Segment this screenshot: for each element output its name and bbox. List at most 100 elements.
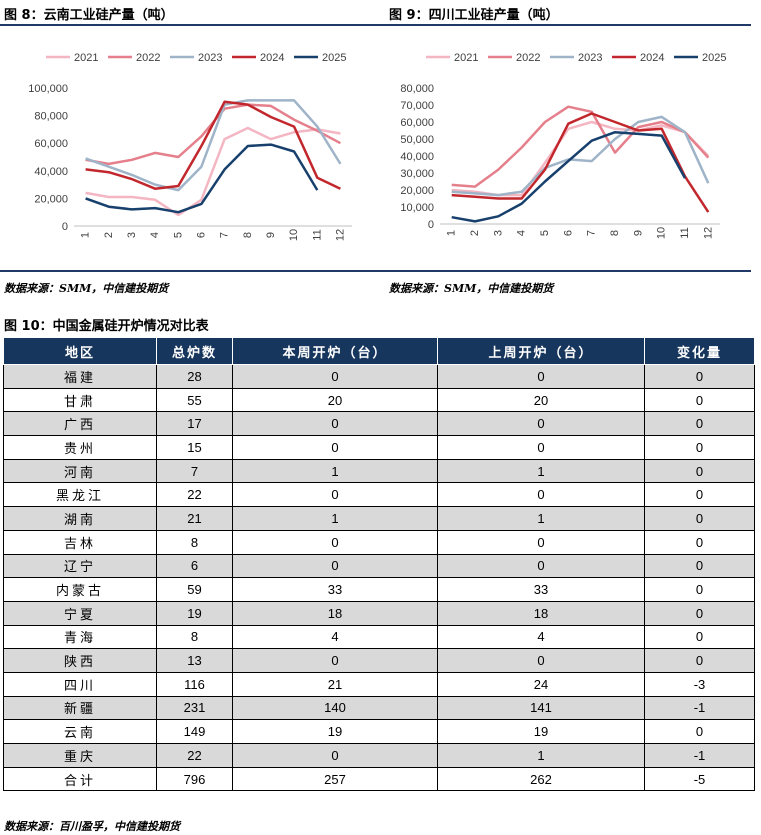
cell-last-week: 262	[437, 766, 645, 792]
y-tick-label: 20,000	[400, 185, 434, 197]
cell-last-week: 0	[437, 648, 645, 673]
cell-region: 云南	[3, 719, 157, 744]
cell-change: -1	[644, 743, 755, 768]
cell-region: 吉林	[3, 529, 157, 555]
series-line-2025	[85, 143, 319, 214]
cell-region: 黑龙江	[3, 482, 157, 508]
y-tick-label: 80,000	[400, 83, 434, 95]
series-line-2023	[85, 99, 342, 192]
fig8-title: 图 8：云南工业硅产量（吨）	[4, 8, 174, 23]
cell-region: 四川	[3, 671, 157, 697]
table-row: 吉林 8 0 0 0	[3, 529, 755, 555]
cell-change: 0	[644, 600, 755, 626]
cell-this-week: 0	[232, 411, 438, 437]
table-row: 云南 149 19 19 0	[3, 719, 755, 744]
x-tick-label: 3	[492, 230, 504, 236]
cell-region: 宁夏	[3, 600, 157, 626]
cell-region: 湖南	[3, 506, 157, 531]
cell-total: 22	[156, 743, 233, 768]
series-line-2021	[85, 126, 341, 217]
x-tick-label: 9	[265, 232, 277, 238]
furnace-table: 地区 总炉数 本周开炉（台） 上周开炉（台） 变化量 福建 28 0 0 0 甘肃 55 20…	[3, 337, 755, 792]
cell-last-week: 0	[437, 482, 645, 508]
cell-last-week: 24	[437, 671, 645, 697]
cell-this-week: 1	[232, 506, 438, 531]
table-header-row: 地区 总炉数 本周开炉（台） 上周开炉（台） 变化量	[3, 337, 755, 365]
series-line-2022	[451, 105, 710, 188]
x-tick-label: 8	[242, 232, 254, 238]
cell-total: 21	[156, 506, 233, 531]
table-row: 广西 17 0 0 0	[3, 411, 755, 437]
cell-this-week: 0	[232, 648, 438, 673]
cell-this-week: 0	[232, 553, 438, 579]
table-row: 辽宁 6 0 0 0	[3, 553, 755, 579]
cell-last-week: 1	[437, 506, 645, 531]
cell-last-week: 18	[437, 600, 645, 626]
cell-region: 贵州	[3, 435, 157, 460]
x-tick-label: 7	[586, 230, 598, 236]
cell-change: -3	[644, 671, 755, 697]
table-row: 内蒙古 59 33 33 0	[3, 577, 755, 602]
x-tick-label: 10	[288, 229, 300, 241]
col-header-last-week: 上周开炉（台）	[437, 337, 645, 365]
yunnan-production-chart: 2021 2022 2023 2024 2025 0 20,000 40,000 60,000 8…	[28, 52, 352, 241]
y-tick-label: 80,000	[34, 111, 68, 123]
cell-total: 796	[156, 766, 233, 792]
cell-this-week: 140	[232, 695, 438, 721]
table-row: 福建 28 0 0 0	[3, 364, 755, 389]
cell-region: 陕西	[3, 648, 157, 673]
cell-total: 13	[156, 648, 233, 673]
cell-last-week: 141	[437, 695, 645, 721]
col-header-region: 地区	[3, 337, 157, 365]
x-tick-label: 11	[679, 227, 691, 238]
col-header-change: 变化量	[644, 337, 755, 365]
cell-total: 17	[156, 411, 233, 437]
legend-label-2022: 2022	[136, 52, 160, 64]
x-tick-label: 4	[149, 232, 161, 238]
cell-change: 0	[644, 435, 755, 460]
series-line-2024	[451, 112, 710, 213]
cell-total: 116	[156, 671, 233, 697]
cell-total: 28	[156, 364, 233, 389]
series-line-2025	[451, 130, 687, 223]
series-line-2021	[451, 120, 710, 197]
legend-label-2023: 2023	[198, 52, 222, 64]
x-tick-label: 5	[172, 232, 184, 238]
cell-total: 22	[156, 482, 233, 508]
x-tick-label: 6	[562, 230, 574, 236]
cell-change: 0	[644, 458, 755, 484]
x-tick-label: 2	[469, 230, 481, 236]
source-note-fig10: 数据来源：百川盈孚，中信建投期货	[4, 820, 180, 833]
cell-change: 0	[644, 624, 755, 650]
y-tick-label: 50,000	[400, 134, 434, 146]
table-row: 黑龙江 22 0 0 0	[3, 482, 755, 508]
source-note-fig8: 数据来源：SMM，中信建投期货	[4, 282, 169, 295]
legend-label-2024: 2024	[640, 52, 664, 64]
legend-label-2022: 2022	[516, 52, 540, 64]
cell-last-week: 33	[437, 577, 645, 602]
x-tick-label: 3	[126, 232, 138, 238]
cell-change: 0	[644, 364, 755, 389]
x-tick-label: 6	[195, 232, 207, 238]
cell-total: 55	[156, 387, 233, 413]
y-tick-label: 0	[428, 219, 434, 231]
fig9-title: 图 9：四川工业硅产量（吨）	[389, 8, 559, 23]
table-row: 贵州 15 0 0 0	[3, 435, 755, 460]
cell-change: 0	[644, 648, 755, 673]
cell-last-week: 1	[437, 458, 645, 484]
cell-this-week: 257	[232, 766, 438, 792]
cell-region: 甘肃	[3, 387, 157, 413]
top-rule	[0, 24, 751, 26]
cell-this-week: 0	[232, 743, 438, 768]
cell-this-week: 0	[232, 435, 438, 460]
table-row: 四川 116 21 24 -3	[3, 671, 755, 697]
cell-total: 19	[156, 600, 233, 626]
cell-total: 231	[156, 695, 233, 721]
cell-last-week: 19	[437, 719, 645, 744]
y-tick-label: 100,000	[28, 83, 68, 95]
cell-this-week: 21	[232, 671, 438, 697]
cell-this-week: 20	[232, 387, 438, 413]
cell-this-week: 0	[232, 482, 438, 508]
cell-total: 15	[156, 435, 233, 460]
y-tick-label: 20,000	[34, 193, 68, 205]
